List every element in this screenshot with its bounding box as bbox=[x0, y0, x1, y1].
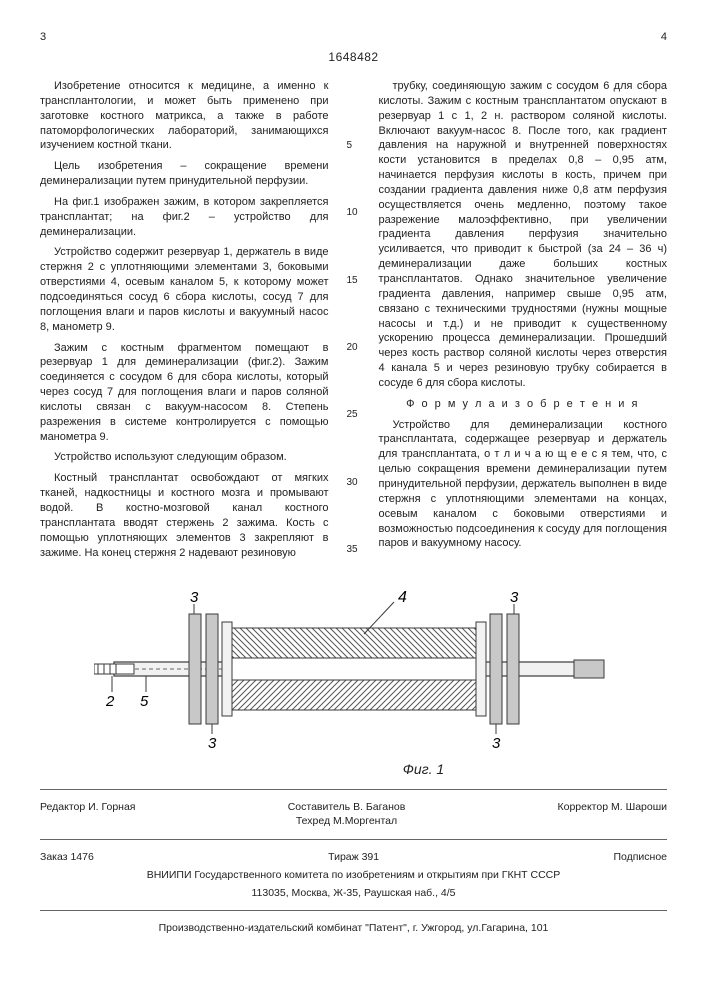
line-num: 35 bbox=[347, 543, 361, 557]
tirage: Тираж 391 bbox=[328, 850, 379, 864]
org-line2: 113035, Москва, Ж-35, Раушская наб., 4/5 bbox=[40, 886, 667, 900]
text-columns: Изобретение относится к медицине, а имен… bbox=[40, 79, 667, 566]
callout-3d: 3 bbox=[492, 735, 501, 752]
left-column: Изобретение относится к медицине, а имен… bbox=[40, 79, 329, 566]
subscription: Подписное bbox=[613, 850, 667, 864]
page-num-left: 3 bbox=[40, 30, 46, 45]
callout-2: 2 bbox=[105, 693, 115, 710]
line-num: 20 bbox=[347, 341, 361, 355]
right-column: трубку, соединяющую зажим с сосудом 6 дл… bbox=[379, 79, 668, 566]
corrector: Корректор М. Шароши bbox=[558, 800, 668, 828]
separator bbox=[40, 839, 667, 840]
para: На фиг.1 изображен зажим, в котором закр… bbox=[40, 195, 329, 240]
para: трубку, соединяющую зажим с сосудом 6 дл… bbox=[379, 79, 668, 391]
line-num: 30 bbox=[347, 476, 361, 490]
para: Костный трансплантат освобождают от мягк… bbox=[40, 471, 329, 560]
para: Цель изобретения – сокращение времени де… bbox=[40, 159, 329, 189]
patent-number: 1648482 bbox=[40, 49, 667, 65]
para: Зажим с костным фрагментом помещают в ре… bbox=[40, 341, 329, 445]
compiler-techred: Составитель В. Баганов Техред М.Моргента… bbox=[288, 800, 406, 828]
line-num: 10 bbox=[347, 206, 361, 220]
para: Устройство содержит резервуар 1, держате… bbox=[40, 245, 329, 334]
line-number-gutter: 5 10 15 20 25 30 35 bbox=[347, 79, 361, 566]
callout-3b: 3 bbox=[510, 589, 519, 606]
org-line1: ВНИИПИ Государственного комитета по изоб… bbox=[40, 868, 667, 882]
callout-4: 4 bbox=[398, 589, 407, 606]
page-num-right: 4 bbox=[661, 30, 667, 45]
line-num: 15 bbox=[347, 274, 361, 288]
figure-label: Фиг. 1 bbox=[180, 760, 667, 779]
formula-heading: Ф о р м у л а и з о б р е т е н и я bbox=[379, 397, 668, 412]
line-num: 5 bbox=[347, 139, 361, 153]
line-num: 25 bbox=[347, 408, 361, 422]
editor: Редактор И. Горная bbox=[40, 800, 136, 828]
callout-3a: 3 bbox=[190, 589, 199, 606]
para: Устройство используют следующим образом. bbox=[40, 450, 329, 465]
callout-5: 5 bbox=[140, 693, 149, 710]
credits-row: Редактор И. Горная Составитель В. Багано… bbox=[40, 800, 667, 828]
callout-3c: 3 bbox=[208, 735, 217, 752]
figure-1: 4 3 3 3 3 2 5 bbox=[94, 584, 614, 754]
para: Устройство для деминерализации костного … bbox=[379, 418, 668, 552]
separator bbox=[40, 910, 667, 911]
order: Заказ 1476 bbox=[40, 850, 94, 864]
printer-line: Производственно-издательский комбинат "П… bbox=[40, 921, 667, 935]
separator bbox=[40, 789, 667, 790]
page-numbers: 3 4 bbox=[40, 30, 667, 45]
order-line: Заказ 1476 Тираж 391 Подписное bbox=[40, 850, 667, 864]
para: Изобретение относится к медицине, а имен… bbox=[40, 79, 329, 153]
